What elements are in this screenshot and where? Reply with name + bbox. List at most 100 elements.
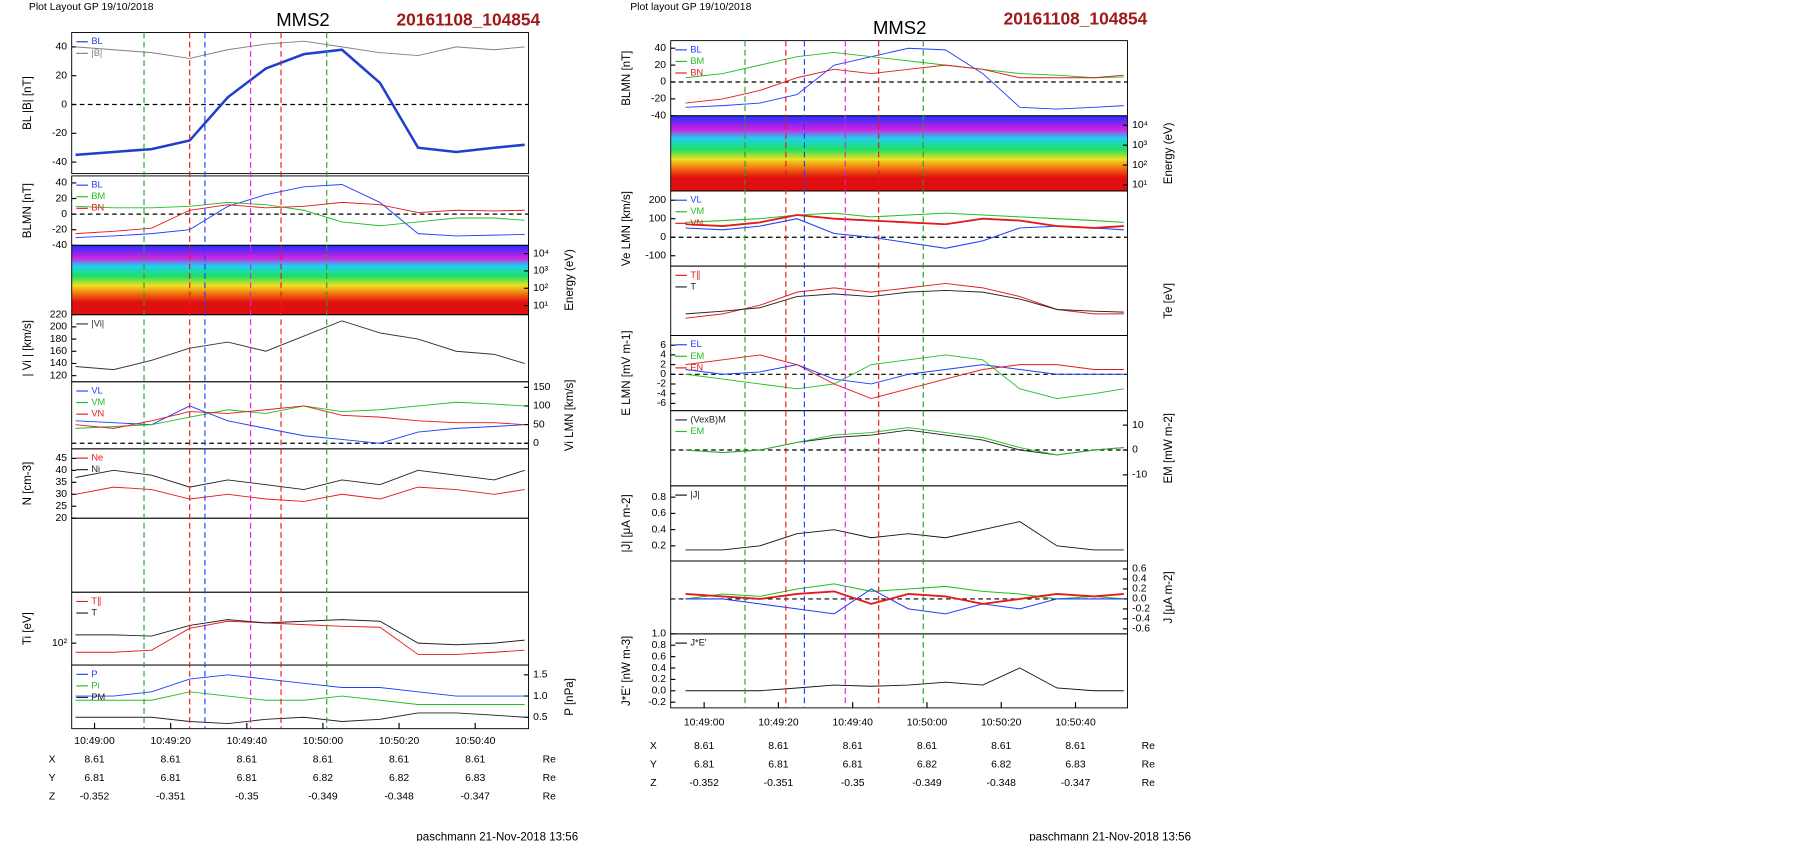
trace bbox=[685, 583, 1124, 600]
y-tick-label: 1.5 bbox=[533, 670, 548, 681]
ephemeris-value: -0.35 bbox=[841, 778, 865, 789]
y-axis-label: J*E' [nW m-3] bbox=[621, 636, 633, 706]
y-tick-label: 2 bbox=[660, 359, 666, 370]
ephemeris-value: 8.61 bbox=[768, 741, 788, 752]
y-axis-label: |J| [μA m-2] bbox=[621, 494, 633, 552]
trace bbox=[685, 588, 1124, 615]
y-tick-label: 0.2 bbox=[652, 674, 667, 685]
legend-entry: J*E' bbox=[690, 638, 706, 648]
ephemeris-value: -0.348 bbox=[987, 778, 1017, 789]
y-tick-label: 0.6 bbox=[652, 508, 667, 519]
ephemeris-value: -0.347 bbox=[460, 792, 490, 803]
y-tick-label: -10 bbox=[1132, 470, 1147, 481]
y-tick-label: 10² bbox=[52, 638, 68, 649]
trace bbox=[75, 620, 525, 655]
y-tick-label: 40 bbox=[56, 42, 68, 53]
y-tick-label: 1.0 bbox=[652, 629, 667, 640]
y-tick-label: 0.0 bbox=[1132, 594, 1147, 605]
y-tick-label: 0.6 bbox=[652, 651, 667, 662]
y-tick-label: 0 bbox=[660, 232, 666, 243]
y-axis-label: EM [mW m-2] bbox=[1163, 413, 1175, 484]
panel-frame bbox=[670, 485, 1128, 562]
y-axis-label: BL |B| [nT] bbox=[22, 76, 34, 130]
x-tick-label: 10:49:40 bbox=[227, 736, 268, 747]
ephemeris-label: Y bbox=[49, 773, 56, 784]
x-tick-label: 10:50:20 bbox=[379, 736, 420, 747]
y-tick-label: -6 bbox=[657, 398, 666, 409]
y-tick-label: 0.4 bbox=[652, 663, 667, 674]
y-tick-label: 45 bbox=[56, 453, 68, 464]
y-tick-label: 10 bbox=[1132, 420, 1144, 431]
ephemeris-value: -0.35 bbox=[235, 792, 259, 803]
trace bbox=[75, 405, 525, 444]
ephemeris-value: 6.83 bbox=[465, 773, 485, 784]
trace bbox=[685, 289, 1124, 315]
y-tick-label: 200 bbox=[50, 322, 68, 333]
legend-entry: (VexB)M bbox=[690, 414, 725, 424]
y-tick-label: 0 bbox=[61, 99, 67, 110]
trace bbox=[685, 51, 1124, 79]
legend-entry: |Vi| bbox=[91, 318, 104, 328]
ephemeris-value: 6.81 bbox=[768, 759, 788, 770]
y-tick-label: 6 bbox=[660, 340, 666, 351]
y-tick-label: 0 bbox=[1132, 445, 1138, 456]
ephemeris-value: 6.81 bbox=[694, 759, 714, 770]
y-tick-label: 20 bbox=[655, 60, 667, 71]
y-tick-label: 10⁴ bbox=[1132, 120, 1148, 131]
y-tick-label: 40 bbox=[56, 465, 68, 476]
ephemeris-value: 8.61 bbox=[389, 755, 409, 766]
panel-frame bbox=[71, 381, 529, 450]
legend-entry: Ne bbox=[91, 453, 103, 463]
trace bbox=[685, 667, 1124, 692]
y-tick-label: 25 bbox=[56, 501, 68, 512]
ephemeris-value: 6.83 bbox=[1065, 759, 1085, 770]
y-tick-label: 0 bbox=[533, 438, 539, 449]
y-tick-label: 0 bbox=[660, 77, 666, 88]
legend-entry: VL bbox=[690, 195, 701, 205]
y-tick-label: 0 bbox=[61, 209, 67, 220]
ephemeris-value: -0.352 bbox=[80, 792, 110, 803]
trace bbox=[75, 691, 525, 705]
ephemeris-value: 8.61 bbox=[161, 755, 181, 766]
y-tick-label: -4 bbox=[657, 388, 666, 399]
legend-entry: BL bbox=[91, 180, 102, 190]
plot-title: MMS2 bbox=[873, 17, 926, 38]
panel-frame bbox=[670, 265, 1128, 336]
panel-frame bbox=[71, 32, 529, 175]
ephemeris-value: 8.61 bbox=[991, 741, 1011, 752]
y-tick-label: 4 bbox=[660, 350, 666, 361]
event-id: 20161108_104854 bbox=[1004, 8, 1148, 28]
panel-frame bbox=[71, 314, 529, 383]
y-tick-label: 10² bbox=[533, 283, 549, 294]
y-tick-label: 0.4 bbox=[652, 524, 667, 535]
legend-entry: T bbox=[690, 281, 696, 291]
y-tick-label: 0.8 bbox=[652, 640, 667, 651]
y-tick-label: -0.2 bbox=[648, 697, 666, 708]
ephemeris-value: 8.61 bbox=[465, 755, 485, 766]
x-tick-label: 10:49:20 bbox=[150, 736, 191, 747]
trace bbox=[75, 184, 525, 239]
y-tick-label: -100 bbox=[645, 251, 666, 262]
y-tick-label: -20 bbox=[651, 94, 666, 105]
ephemeris-value: 8.61 bbox=[917, 741, 937, 752]
trace bbox=[75, 40, 525, 59]
y-tick-label: 40 bbox=[655, 43, 667, 54]
x-tick-label: 10:50:00 bbox=[303, 736, 344, 747]
legend-entry: BM bbox=[91, 191, 105, 201]
ephemeris-unit: Re bbox=[543, 755, 557, 766]
y-tick-label: 50 bbox=[533, 419, 545, 430]
plot-title: MMS2 bbox=[276, 9, 329, 30]
ephemeris-value: -0.351 bbox=[156, 792, 186, 803]
y-tick-label: -40 bbox=[52, 240, 67, 251]
ephemeris-label: Z bbox=[49, 792, 56, 803]
legend-entry: VM bbox=[91, 397, 105, 407]
y-tick-label: 20 bbox=[56, 193, 68, 204]
y-axis-label: Te [eV] bbox=[1163, 283, 1175, 319]
trace bbox=[685, 212, 1124, 223]
y-tick-label: 0.2 bbox=[1132, 584, 1147, 595]
legend-entry: Ni bbox=[91, 464, 100, 474]
legend-entry: |B| bbox=[91, 48, 102, 58]
legend-entry: EM bbox=[690, 426, 704, 436]
legend-entry: VN bbox=[91, 409, 104, 419]
trace bbox=[75, 469, 525, 491]
